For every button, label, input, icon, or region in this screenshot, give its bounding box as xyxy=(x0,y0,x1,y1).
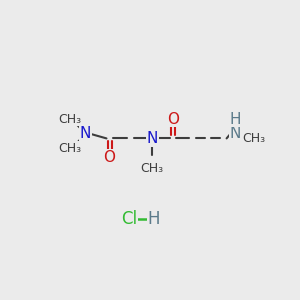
Text: H: H xyxy=(230,112,241,127)
Text: N: N xyxy=(146,131,158,146)
Text: CH₃: CH₃ xyxy=(58,113,82,126)
Text: O: O xyxy=(103,150,116,165)
Text: H: H xyxy=(148,210,160,228)
Text: N: N xyxy=(230,126,241,141)
Text: Cl: Cl xyxy=(121,210,137,228)
Text: O: O xyxy=(167,112,179,127)
Text: CH₃: CH₃ xyxy=(141,161,164,175)
Text: N: N xyxy=(80,126,91,141)
Text: CH₃: CH₃ xyxy=(242,132,265,145)
Text: CH₃: CH₃ xyxy=(58,142,82,155)
